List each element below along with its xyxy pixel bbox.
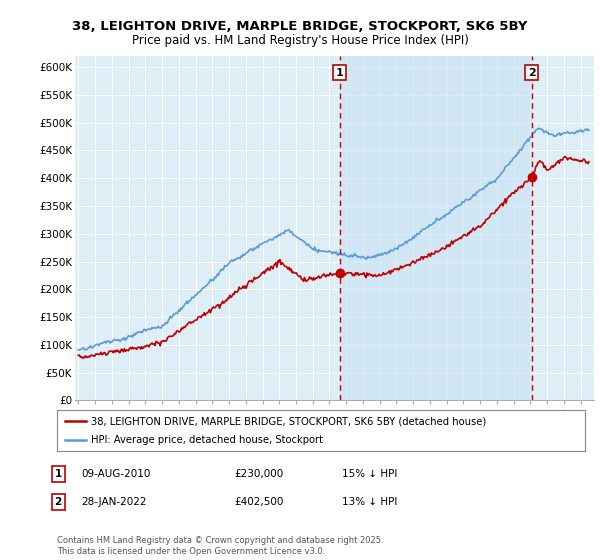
Text: Price paid vs. HM Land Registry's House Price Index (HPI): Price paid vs. HM Land Registry's House … xyxy=(131,34,469,46)
Text: £230,000: £230,000 xyxy=(234,469,283,479)
Text: 2: 2 xyxy=(528,68,536,78)
Text: 15% ↓ HPI: 15% ↓ HPI xyxy=(342,469,397,479)
Text: 13% ↓ HPI: 13% ↓ HPI xyxy=(342,497,397,507)
Text: 28-JAN-2022: 28-JAN-2022 xyxy=(81,497,146,507)
Bar xyxy=(340,56,532,400)
Text: 2: 2 xyxy=(55,497,62,507)
Text: 09-AUG-2010: 09-AUG-2010 xyxy=(81,469,151,479)
Text: 1: 1 xyxy=(55,469,62,479)
Text: 38, LEIGHTON DRIVE, MARPLE BRIDGE, STOCKPORT, SK6 5BY (detached house): 38, LEIGHTON DRIVE, MARPLE BRIDGE, STOCK… xyxy=(91,417,487,426)
Text: Contains HM Land Registry data © Crown copyright and database right 2025.
This d: Contains HM Land Registry data © Crown c… xyxy=(57,536,383,556)
Text: HPI: Average price, detached house, Stockport: HPI: Average price, detached house, Stoc… xyxy=(91,435,323,445)
Text: 1: 1 xyxy=(335,68,343,78)
Text: £402,500: £402,500 xyxy=(234,497,283,507)
Text: 38, LEIGHTON DRIVE, MARPLE BRIDGE, STOCKPORT, SK6 5BY: 38, LEIGHTON DRIVE, MARPLE BRIDGE, STOCK… xyxy=(73,20,527,32)
